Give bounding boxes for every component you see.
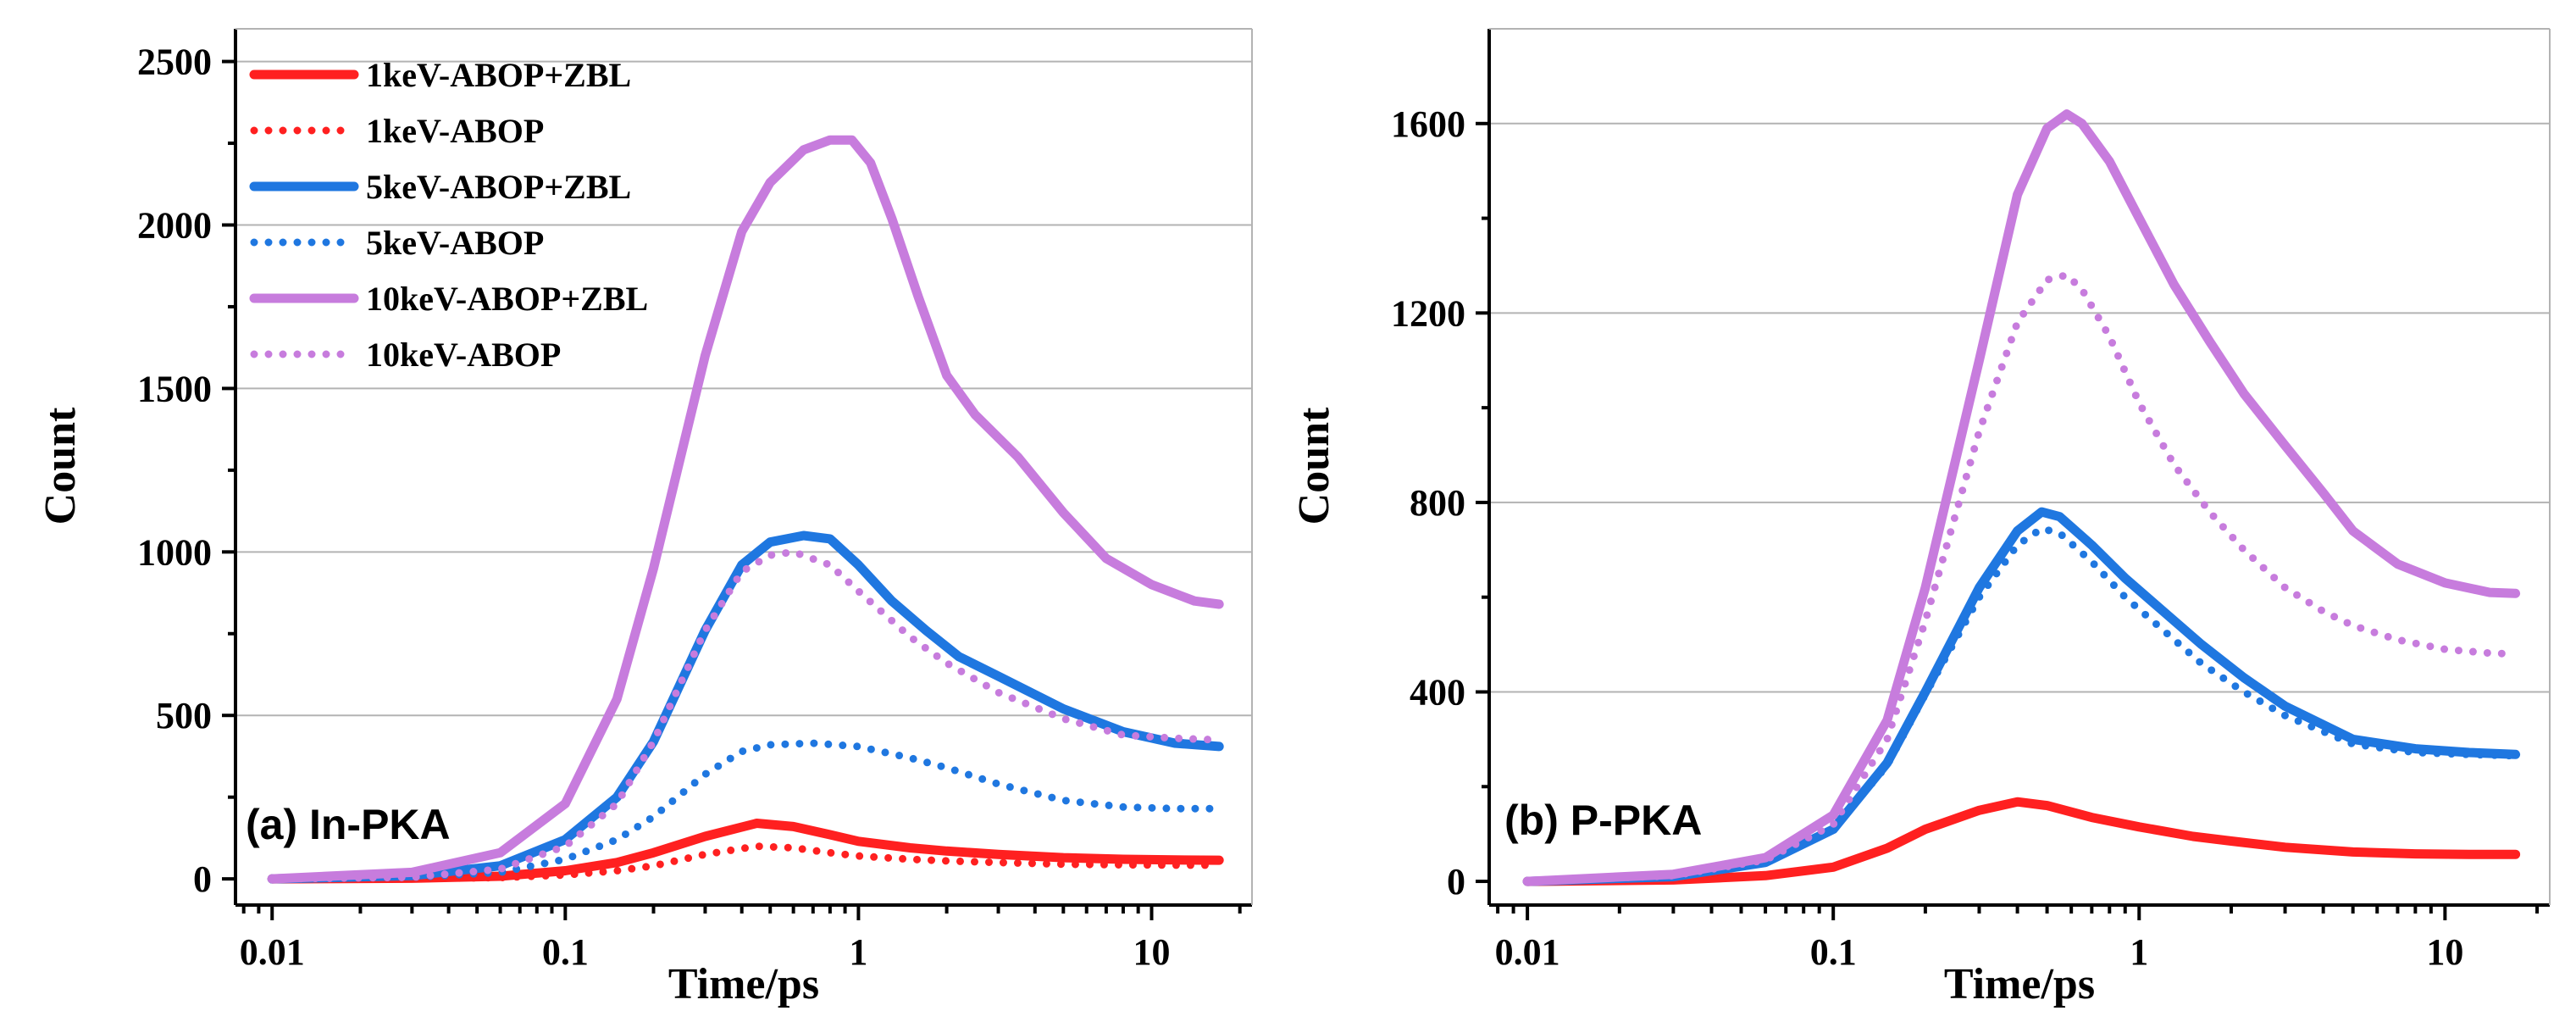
panel-a-y-tick-label-0: 0 (193, 858, 212, 900)
panel-a-panel-label: (a) In-PKA (246, 801, 451, 848)
panel-b-x-tick-label-0: 0.01 (1495, 931, 1560, 973)
chart-panel-b: 0.01 0.1 1 10 0 400 800 1200 1600 Time/ps Count (b)… (1290, 28, 2551, 1008)
panel-a-y-axis-label: Count (36, 407, 85, 525)
panel-a-x-tick-label-3: 10 (1133, 931, 1170, 973)
panel-a-x-tick-label-1: 0.1 (542, 931, 589, 973)
panel-b-y-tick-label-4: 1600 (1391, 103, 1465, 145)
panel-a-x-tick-label-2: 1 (849, 931, 867, 973)
panel-a-y-tick-label-1: 500 (156, 695, 212, 736)
panel-b-y-tick-label-2: 800 (1410, 482, 1465, 524)
panel-b-series-5kev-abop (1523, 525, 2520, 886)
panel-a-y-tick-label-3: 1500 (137, 368, 212, 409)
chart-panel-a: 0.01 0.1 1 10 0 500 1000 1500 2000 2500 Time/ps Cou… (36, 28, 1253, 1008)
panel-b-panel-label: (b) P-PKA (1504, 797, 1702, 844)
panel-a-x-axis-label: Time/ps (668, 960, 819, 1008)
panel-a-y-tick-label-4: 2000 (137, 204, 212, 246)
panel-b-series-10kev-abop-zbl (1522, 109, 2521, 886)
panel-b-y-tick-label-1: 400 (1410, 671, 1465, 713)
panel-b-x-tick-label-3: 10 (2426, 931, 2463, 973)
panel-b-x-tick-label-1: 0.1 (1810, 931, 1857, 973)
legend-label-5: 10keV-ABOP (366, 336, 561, 374)
legend-label-4: 10keV-ABOP+ZBL (366, 280, 648, 318)
panel-b-y-axis-label: Count (1290, 407, 1338, 525)
legend-label-2: 5keV-ABOP+ZBL (366, 168, 631, 206)
panel-a-series-1kev-abop-zbl (267, 819, 1224, 884)
panel-b-y-tick-label-3: 1200 (1391, 292, 1465, 334)
legend-label-3: 5keV-ABOP (366, 224, 544, 262)
panel-a-series-1kev-abop (268, 842, 1223, 883)
legend-label-0: 1keV-ABOP+ZBL (366, 56, 631, 94)
panel-a-y-tick-label-5: 2500 (137, 42, 212, 83)
panel-a-series-10kev-abop (268, 547, 1223, 883)
panel-a-series-10kev-abop-zbl (267, 135, 1224, 884)
panel-a-series-5kev-abop-zbl (267, 530, 1224, 884)
panel-a-y-tick-label-2: 1000 (137, 531, 212, 573)
panel-b-x-axis-label: Time/ps (1944, 960, 2095, 1008)
panel-b-y-tick-label-0: 0 (1447, 861, 1465, 902)
legend: 1keV-ABOP+ZBL 1keV-ABOP 5keV-ABOP+ZBL 5keV-… (249, 56, 648, 374)
legend-label-1: 1keV-ABOP (366, 112, 544, 150)
panel-b-series-10kev-abop (1523, 271, 2520, 886)
panel-a-x-tick-label-0: 0.01 (240, 931, 305, 973)
panel-b-series-1kev-abop (1523, 797, 2520, 886)
panel-b-x-tick-label-2: 1 (2130, 931, 2148, 973)
